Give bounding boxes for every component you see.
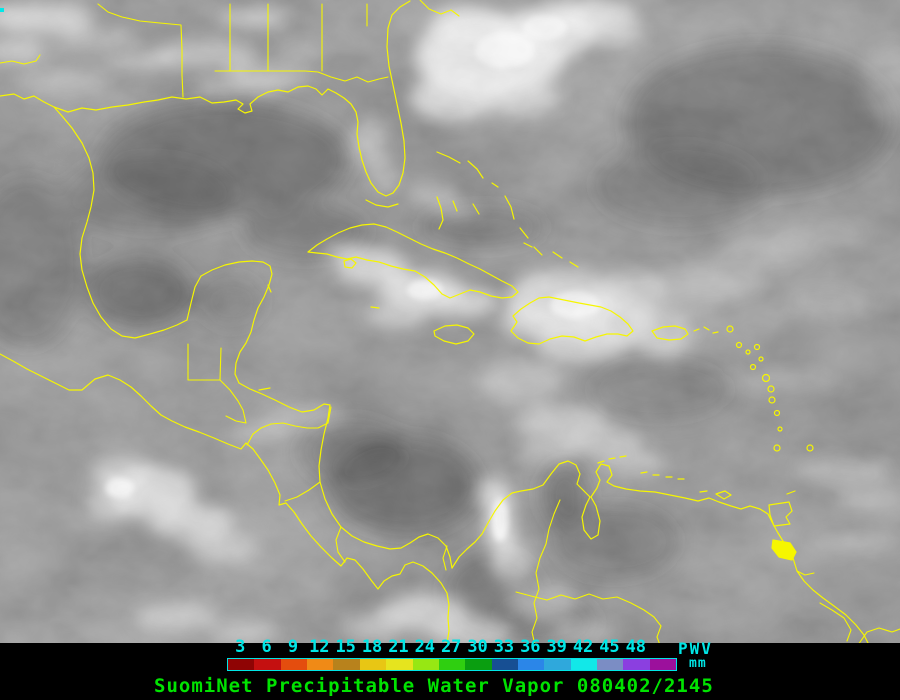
colorbar-tick: 6 <box>261 637 272 657</box>
island-trinidad <box>768 501 793 527</box>
island-roatan <box>258 387 271 391</box>
borders-central-america <box>187 343 448 571</box>
colorbar-tick: 27 <box>440 637 462 657</box>
colorbar-tick: 3 <box>235 637 246 657</box>
colorbar-segment <box>438 659 466 670</box>
colorbar-segment <box>386 659 413 670</box>
island-tobago <box>786 490 796 495</box>
colorbar-segment <box>623 659 650 670</box>
colorbar-segment <box>333 659 360 670</box>
coast-texas-mexico <box>53 106 188 339</box>
coast-gulf-north-florida <box>0 0 411 197</box>
colorbar-tick: 24 <box>414 637 436 657</box>
islands-lesser-antilles <box>726 325 814 452</box>
colorbar-segment <box>491 659 518 670</box>
colorbar-segment <box>280 659 308 670</box>
colorbar-segment <box>649 659 677 670</box>
coast-pacific <box>0 353 450 644</box>
coastline-overlay <box>0 0 870 646</box>
orinoco-delta <box>771 539 797 561</box>
colorbar-segment <box>412 659 439 670</box>
coast-hispaniola <box>510 296 634 345</box>
borders-south-america <box>515 499 900 646</box>
colorbar-gradient <box>227 658 677 671</box>
coast-colombia-maracaibo <box>451 460 601 569</box>
colorbar-unit-label: PWV <box>678 639 713 658</box>
colorbar-tick: 48 <box>625 637 647 657</box>
island-cayman <box>370 306 380 309</box>
colorbar-segment <box>254 659 281 670</box>
station-marker <box>0 8 4 12</box>
satellite-image <box>0 0 900 648</box>
colorbar-segment <box>517 659 545 670</box>
coast-venezuela <box>590 463 870 646</box>
colorbar-segment <box>359 659 387 670</box>
colorbar-panel: 3 6 9 12 15 18 21 24 27 30 33 36 39 42 45 48 PWV mm Suo… <box>0 637 900 700</box>
colorbar-segment <box>307 659 334 670</box>
colorbar-segment <box>465 659 492 670</box>
islands-florida-keys <box>365 199 399 208</box>
colorbar-tick: 39 <box>546 637 567 657</box>
colorbar-tick: 9 <box>287 637 299 657</box>
colorbar-segment <box>597 659 624 670</box>
colorbar-tick: 12 <box>309 637 330 657</box>
colorbar-unit-sub: mm <box>689 656 707 671</box>
colorbar-tick: 45 <box>599 637 620 657</box>
islands-virgin <box>693 326 719 334</box>
colorbar-segment <box>544 659 571 670</box>
coast-jamaica <box>433 324 475 345</box>
colorbar-tick: 42 <box>572 637 594 657</box>
colorbar-segment <box>570 659 598 670</box>
cloud-grain-texture <box>0 0 900 645</box>
coast-central-america-caribbean <box>238 382 453 569</box>
colorbar-tick: 15 <box>335 637 356 657</box>
colorbar-tick: 33 <box>493 637 515 657</box>
island-cozumel <box>267 284 272 293</box>
colorbar-tick: 30 <box>467 637 488 657</box>
coast-cuba <box>307 223 519 299</box>
borders-us-states <box>0 0 460 98</box>
islands-bahamas <box>436 151 579 268</box>
colorbar-segment <box>228 659 255 670</box>
colorbar-ticks: 3 6 9 12 15 18 21 24 27 30 33 36 39 42 45 48 <box>227 637 649 657</box>
colorbar-tick: 18 <box>361 637 383 657</box>
islands-venezuela <box>597 455 732 500</box>
colorbar-tick: 36 <box>520 637 541 657</box>
colorbar-tick: 21 <box>388 637 409 657</box>
coast-puerto-rico <box>651 325 689 341</box>
coast-yucatan <box>186 260 273 384</box>
image-caption: SuomiNet Precipitable Water Vapor 080402… <box>154 675 714 697</box>
border-overlay <box>0 0 900 646</box>
island-isla-juventud <box>343 258 357 269</box>
